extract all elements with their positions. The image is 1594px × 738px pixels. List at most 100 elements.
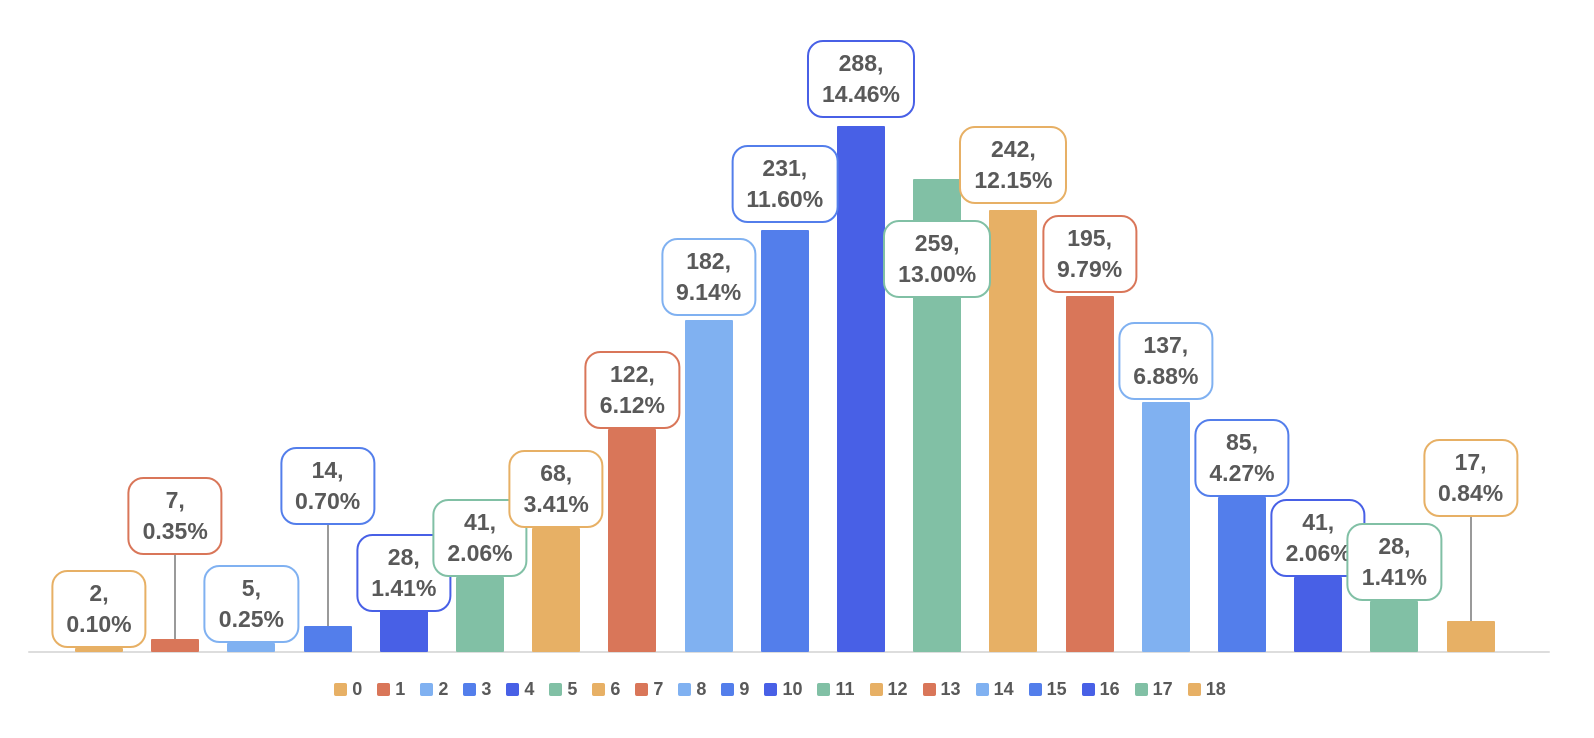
legend-item-15[interactable]: 15 <box>1028 679 1067 700</box>
legend-swatch-icon <box>764 683 778 696</box>
legend: 0 1 2 3 4 5 6 7 8 9 10 11 12 13 14 15 16 17 18 <box>0 679 1560 700</box>
legend-swatch-icon <box>592 683 606 696</box>
bar-label-percent: 0.35% <box>142 518 208 545</box>
bar-label-7: 122, 6.12% <box>584 351 680 430</box>
bar-label-value: 242, <box>991 136 1036 163</box>
legend-item-1[interactable]: 1 <box>377 679 405 700</box>
legend-item-17[interactable]: 17 <box>1134 679 1173 700</box>
legend-item-10[interactable]: 10 <box>764 679 802 700</box>
bar-6[interactable] <box>532 527 581 652</box>
legend-item-label: 7 <box>653 679 664 699</box>
legend-item-label: 10 <box>782 679 803 699</box>
bar-2[interactable] <box>227 642 276 652</box>
legend-item-18[interactable]: 18 <box>1187 679 1226 700</box>
bar-0[interactable] <box>75 648 123 652</box>
bar-label-value: 182, <box>686 247 731 274</box>
legend-item-label: 12 <box>887 679 908 699</box>
legend-swatch-icon <box>463 683 477 696</box>
legend-item-2[interactable]: 2 <box>420 679 448 700</box>
bar-label-12: 242, 12.15% <box>959 126 1068 205</box>
bar-label-value: 14, <box>311 457 344 484</box>
bar-label-8: 182, 9.14% <box>660 237 757 316</box>
legend-swatch-icon <box>506 683 520 696</box>
legend-item-3[interactable]: 3 <box>463 679 491 700</box>
bar-label-value: 7, <box>165 487 185 514</box>
legend-item-label: 11 <box>835 679 855 699</box>
bar-18[interactable] <box>1446 620 1495 652</box>
legend-item-label: 5 <box>567 679 578 699</box>
legend-swatch-icon <box>635 683 649 696</box>
bar-label-9: 231, 11.60% <box>731 145 839 224</box>
legend-item-label: 4 <box>524 679 535 699</box>
leader-line-1 <box>174 555 177 640</box>
legend-swatch-icon <box>1134 683 1148 696</box>
legend-swatch-icon <box>817 683 831 696</box>
legend-item-label: 13 <box>940 679 961 699</box>
bar-label-1: 7, 0.35% <box>127 477 223 556</box>
bar-3[interactable] <box>303 626 352 652</box>
legend-item-13[interactable]: 13 <box>922 679 961 700</box>
legend-item-4[interactable]: 4 <box>506 679 534 700</box>
legend-swatch-icon <box>549 683 563 696</box>
bar-label-percent: 2.06% <box>447 540 513 567</box>
bar-label-13: 195, 9.79% <box>1041 214 1138 293</box>
bar-12[interactable] <box>989 210 1038 652</box>
bar-label-percent: 0.25% <box>218 605 284 632</box>
bar-label-14: 137, 6.88% <box>1118 321 1214 400</box>
legend-item-11[interactable]: 11 <box>817 679 855 700</box>
bar-5[interactable] <box>456 577 504 652</box>
bar-label-0: 2, 0.10% <box>51 570 147 649</box>
legend-swatch-icon <box>1028 683 1042 696</box>
bar-label-percent: 0.84% <box>1437 479 1504 506</box>
bar-label-value: 137, <box>1143 331 1189 358</box>
legend-item-14[interactable]: 14 <box>975 679 1014 700</box>
legend-item-5[interactable]: 5 <box>549 679 577 700</box>
bar-16[interactable] <box>1294 577 1343 652</box>
bar-9[interactable] <box>760 230 809 652</box>
bar-13[interactable] <box>1065 295 1114 652</box>
bar-10[interactable] <box>837 126 885 652</box>
bar-label-value: 2, <box>89 580 109 607</box>
bar-label-percent: 6.88% <box>1133 362 1199 389</box>
leader-line-3 <box>326 525 329 627</box>
bar-label-2: 5, 0.25% <box>203 564 299 643</box>
bar-label-6: 68, 3.41% <box>508 449 604 528</box>
legend-item-6[interactable]: 6 <box>592 679 620 700</box>
bar-label-percent: 14.46% <box>821 81 901 107</box>
bar-label-5: 41, 2.06% <box>432 499 528 578</box>
bar-14[interactable] <box>1141 401 1190 652</box>
legend-item-9[interactable]: 9 <box>721 679 749 700</box>
bar-17[interactable] <box>1370 600 1419 652</box>
bar-label-percent: 9.14% <box>675 278 742 305</box>
legend-item-8[interactable]: 8 <box>678 679 706 700</box>
bar-label-percent: 2.06% <box>1285 540 1351 567</box>
legend-swatch-icon <box>1081 683 1095 696</box>
bar-7[interactable] <box>608 429 657 652</box>
bar-label-11: 259, 13.00% <box>883 219 992 298</box>
bar-label-percent: 1.41% <box>1361 563 1427 590</box>
bar-15[interactable] <box>1218 496 1266 652</box>
legend-item-0[interactable]: 0 <box>334 679 362 700</box>
legend-swatch-icon <box>922 683 936 696</box>
bar-label-value: 41, <box>464 509 496 536</box>
legend-item-label: 2 <box>438 679 449 699</box>
legend-item-label: 8 <box>696 679 707 699</box>
bar-8[interactable] <box>684 319 733 652</box>
bar-label-value: 122, <box>610 361 655 388</box>
bar-label-value: 28, <box>1378 532 1411 559</box>
bar-1[interactable] <box>151 639 200 652</box>
bar-label-value: 17, <box>1454 448 1487 475</box>
legend-item-label: 16 <box>1099 679 1120 699</box>
legend-swatch-icon <box>678 683 692 696</box>
bar-label-value: 259, <box>914 229 960 256</box>
legend-item-7[interactable]: 7 <box>635 679 663 700</box>
legend-item-label: 0 <box>352 679 363 699</box>
bar-label-3: 14, 0.70% <box>279 447 376 526</box>
legend-item-16[interactable]: 16 <box>1081 679 1120 700</box>
x-axis-line <box>28 651 1550 653</box>
legend-item-label: 6 <box>610 679 621 699</box>
bar-label-percent: 0.10% <box>66 611 132 638</box>
legend-item-12[interactable]: 12 <box>869 679 908 700</box>
